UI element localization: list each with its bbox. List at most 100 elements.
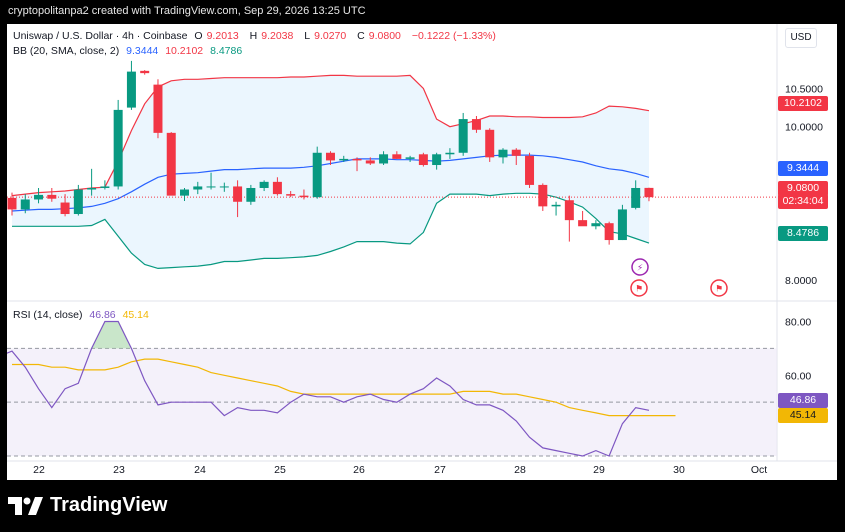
candle (418, 152, 428, 167)
candle (551, 201, 561, 216)
symbol-name[interactable]: Uniswap / U.S. Dollar · 4h · Coinbase (13, 30, 188, 42)
candle-body (471, 119, 481, 130)
flag-icon: ⚑ (630, 279, 648, 297)
candle (631, 180, 641, 210)
candle (538, 183, 548, 211)
candle-body (259, 181, 269, 188)
candle-body (551, 204, 561, 207)
candle-body (325, 152, 335, 161)
candle (299, 189, 309, 200)
time-axis-tick: 26 (353, 464, 365, 476)
candle (471, 116, 481, 133)
rsi-ma-line (12, 358, 676, 417)
candle (140, 70, 150, 75)
candle-body (339, 158, 349, 161)
candle-body (113, 109, 123, 187)
bb-lower-price-tag: 8.4786 (778, 226, 828, 241)
candle-body (272, 181, 282, 195)
legend-low: L 9.0270 (304, 30, 347, 42)
bb-basis-value: 9.3444 (126, 45, 159, 57)
time-axis-tick: 23 (113, 464, 125, 476)
candle (525, 152, 535, 188)
candle (445, 148, 455, 159)
candle-body (392, 154, 402, 159)
candle (511, 148, 521, 166)
candle (166, 132, 176, 196)
candle-body (7, 197, 17, 210)
flag-icon-circle (710, 279, 728, 297)
candle (644, 187, 654, 202)
flag-icon-glyph: ⚑ (715, 285, 723, 295)
candle (87, 168, 97, 196)
candle (578, 210, 588, 227)
candle-body (47, 194, 57, 199)
candle-body (379, 154, 389, 164)
candle-body (153, 84, 163, 133)
bb-lower-value: 8.4786 (210, 45, 243, 57)
candle-body (485, 129, 495, 158)
candle-body (418, 154, 428, 166)
candle (352, 157, 362, 172)
candle (20, 194, 30, 214)
time-axis-tick: 28 (514, 464, 526, 476)
candle-body (20, 199, 30, 210)
candle (617, 204, 627, 241)
candle-body (60, 202, 70, 215)
candle-body (193, 186, 203, 190)
bb-upper-value: 10.2102 (165, 45, 204, 57)
candle (286, 191, 296, 198)
candle-body (73, 189, 83, 215)
candle (153, 79, 163, 139)
candle-body (631, 187, 641, 208)
candle (312, 146, 322, 199)
legend-open: O 9.2013 (194, 30, 239, 42)
candle (272, 177, 282, 196)
candle-body (87, 187, 97, 190)
rsi-axis-tick: 80.00 (785, 316, 811, 328)
candle-body (246, 187, 256, 202)
candle-body (445, 152, 455, 155)
currency-button[interactable]: USD (785, 28, 817, 48)
candle-body (432, 154, 442, 166)
candle-body (312, 152, 322, 198)
bb-upper-price-tag: 10.2102 (778, 96, 828, 111)
rsi-legend: RSI (14, close) 46.86 45.14 (13, 309, 153, 321)
lightning-icon: ⚡ (631, 258, 649, 276)
lightning-icon-glyph: ⚡ (637, 264, 643, 274)
candle-body (34, 194, 44, 200)
candle-body (538, 184, 548, 207)
candle-body (498, 149, 508, 158)
candle (126, 60, 136, 110)
rsi-indicator-name[interactable]: RSI (14, close) (13, 309, 83, 321)
candle (325, 151, 335, 166)
rsi-ma-price-tag: 45.14 (778, 408, 828, 423)
candle (233, 180, 243, 218)
candle-body (219, 186, 229, 188)
candle-body (140, 70, 150, 74)
candle (100, 180, 110, 190)
candle (7, 192, 17, 216)
tradingview-logo-icon (8, 496, 43, 515)
flag-icon: ⚑ (710, 279, 728, 297)
candle (73, 184, 83, 216)
candle-body (564, 200, 574, 221)
time-axis-tick: 30 (673, 464, 685, 476)
candle-body (126, 71, 136, 108)
rsi-price-tag: 46.86 (778, 393, 828, 408)
bb-indicator-name[interactable]: BB (20, SMA, close, 2) (13, 45, 120, 57)
time-axis-tick: 24 (194, 464, 206, 476)
flag-icon-circle (630, 279, 648, 297)
candle (604, 221, 614, 245)
candle-body (644, 187, 654, 198)
candle (180, 187, 190, 201)
candle (591, 220, 601, 230)
candle (485, 128, 495, 162)
candle (392, 151, 402, 159)
candle (246, 184, 256, 205)
candle-body (286, 194, 296, 196)
candle (259, 180, 269, 192)
chart-canvas[interactable]: 8.00009.500010.000010.5000⚡⚑⚑60.0080.002… (7, 24, 837, 480)
legend-close: C 9.0800 (357, 30, 401, 42)
chart-frame: 8.00009.500010.000010.5000⚡⚑⚑60.0080.002… (7, 24, 837, 480)
